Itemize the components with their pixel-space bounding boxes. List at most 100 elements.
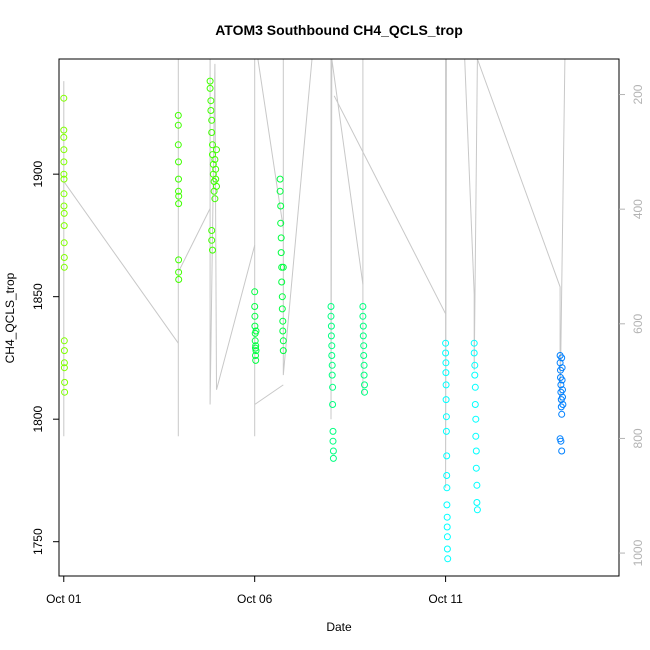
data-point	[60, 347, 68, 355]
data-point	[444, 555, 452, 563]
data-point	[360, 352, 368, 359]
data-point	[559, 401, 567, 408]
data-point	[559, 393, 566, 401]
x-tick-label: Oct 11	[428, 592, 463, 606]
data-point	[277, 234, 285, 242]
data-point	[175, 158, 182, 166]
data-point	[208, 129, 216, 136]
data-point	[252, 356, 260, 364]
y-tick-label: 1750	[31, 528, 45, 555]
data-point	[206, 77, 214, 85]
data-point	[209, 141, 216, 149]
data-point	[174, 121, 182, 129]
data-point	[442, 359, 450, 367]
data-point	[251, 288, 259, 296]
data-point	[471, 383, 479, 391]
data-point	[252, 344, 259, 352]
y2-tick-label: 1000	[631, 539, 645, 566]
data-point	[251, 337, 259, 345]
profile-line	[63, 81, 179, 437]
data-point	[251, 322, 259, 330]
data-point	[60, 364, 68, 372]
data-point	[279, 327, 287, 335]
x-axis: Oct 01 Oct 06 Oct 11	[46, 576, 463, 606]
data-point	[443, 472, 451, 479]
data-point	[471, 401, 479, 408]
profile-line	[209, 59, 256, 405]
data-point	[175, 192, 183, 200]
data-point	[252, 347, 260, 355]
data-point	[473, 481, 481, 489]
data-point	[278, 305, 286, 313]
data-point	[212, 175, 220, 183]
data-points	[60, 77, 567, 563]
data-point	[60, 263, 68, 271]
data-point	[207, 97, 215, 105]
data-point	[327, 312, 335, 320]
plot-frame	[58, 58, 620, 577]
data-point	[472, 464, 480, 472]
data-point	[443, 545, 451, 553]
data-point	[329, 427, 337, 435]
data-point	[442, 369, 450, 377]
data-point	[443, 484, 451, 492]
data-point	[361, 388, 368, 396]
data-point	[60, 146, 68, 154]
data-point	[175, 200, 183, 208]
data-point	[60, 337, 68, 345]
data-point	[557, 437, 565, 445]
data-point	[175, 256, 183, 264]
data-point	[329, 447, 337, 455]
data-point	[470, 349, 478, 357]
data-point	[327, 322, 335, 330]
data-point	[61, 388, 69, 396]
data-point	[278, 293, 286, 301]
data-point	[359, 332, 367, 340]
data-point	[328, 352, 336, 359]
data-point	[60, 175, 68, 183]
y-tick-label: 1850	[31, 283, 45, 310]
profile-line	[257, 58, 284, 229]
data-point	[558, 410, 566, 418]
data-point	[557, 381, 565, 389]
data-point	[60, 94, 68, 102]
x-tick-label: Oct 01	[46, 592, 82, 606]
data-point	[277, 202, 285, 210]
data-point	[207, 107, 215, 114]
data-point	[60, 126, 68, 134]
data-point	[470, 339, 478, 347]
data-point	[360, 342, 368, 350]
profile-line	[254, 59, 284, 437]
data-point	[209, 246, 216, 254]
data-point	[175, 175, 182, 183]
data-point	[60, 202, 68, 210]
data-point	[174, 141, 182, 149]
data-point	[60, 359, 68, 367]
data-point	[60, 222, 68, 230]
data-point	[442, 427, 450, 435]
data-point	[251, 312, 259, 320]
data-point	[60, 209, 68, 217]
data-point	[472, 447, 480, 455]
data-point	[277, 219, 285, 227]
data-point	[360, 371, 368, 379]
data-point	[442, 349, 450, 357]
data-point	[359, 322, 367, 330]
x-axis-label: Date	[326, 620, 352, 634]
profile-line	[333, 95, 447, 315]
data-point	[329, 401, 337, 408]
data-point	[359, 303, 367, 310]
data-point	[60, 190, 68, 198]
data-point	[558, 354, 566, 362]
data-point	[212, 165, 220, 173]
data-point	[213, 146, 220, 154]
data-point	[60, 158, 68, 166]
profile-lines	[63, 58, 566, 488]
data-point	[208, 227, 216, 234]
data-point	[361, 381, 368, 389]
y2-tick-label: 800	[631, 428, 645, 448]
data-point	[276, 175, 284, 183]
y2-tick-label: 200	[631, 84, 645, 104]
data-point	[472, 432, 480, 440]
profile-line	[282, 58, 313, 376]
